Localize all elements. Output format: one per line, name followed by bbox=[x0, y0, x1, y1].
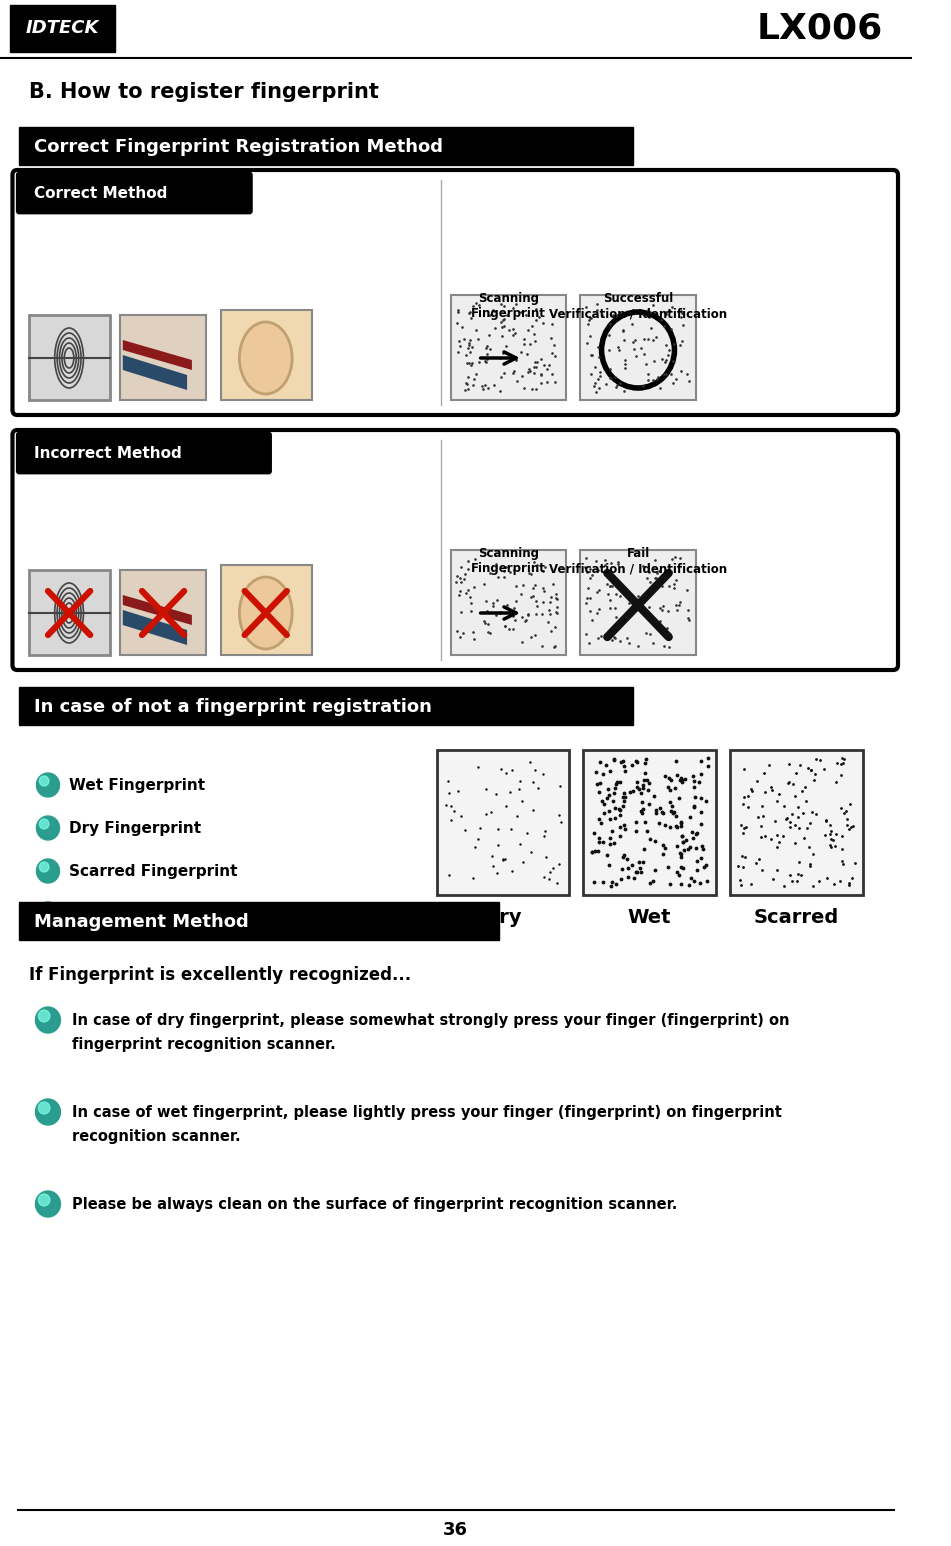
Bar bbox=[580, 295, 695, 400]
Circle shape bbox=[38, 1102, 49, 1115]
Bar bbox=[120, 570, 206, 656]
Bar bbox=[451, 550, 566, 656]
Text: Scanning
Fingerprint: Scanning Fingerprint bbox=[471, 547, 546, 575]
Text: Wet: Wet bbox=[628, 908, 671, 926]
Text: Correct Method: Correct Method bbox=[33, 186, 167, 201]
Text: Dry: Dry bbox=[483, 908, 522, 926]
Bar bbox=[451, 295, 566, 400]
Circle shape bbox=[38, 1194, 49, 1206]
Polygon shape bbox=[123, 611, 187, 645]
Text: Dry Fingerprint: Dry Fingerprint bbox=[69, 821, 202, 835]
Text: B. How to register fingerprint: B. How to register fingerprint bbox=[29, 82, 378, 102]
Circle shape bbox=[39, 776, 49, 785]
Circle shape bbox=[35, 1099, 61, 1125]
Text: Wet Fingerprint: Wet Fingerprint bbox=[69, 778, 205, 793]
FancyBboxPatch shape bbox=[17, 433, 270, 473]
FancyBboxPatch shape bbox=[17, 173, 251, 213]
Ellipse shape bbox=[240, 322, 292, 394]
FancyBboxPatch shape bbox=[12, 430, 898, 669]
Text: Successful
Verification / Identification: Successful Verification / Identification bbox=[549, 292, 728, 320]
Bar bbox=[19, 127, 633, 165]
Polygon shape bbox=[123, 356, 187, 390]
Circle shape bbox=[36, 901, 60, 926]
Text: Please be always clean on the surface of fingerprint recognition scanner.: Please be always clean on the surface of… bbox=[72, 1197, 677, 1212]
Circle shape bbox=[39, 904, 49, 915]
Bar bbox=[120, 315, 206, 400]
Bar bbox=[29, 315, 110, 400]
Bar bbox=[583, 750, 716, 895]
Bar bbox=[221, 564, 312, 656]
Text: IDTECK: IDTECK bbox=[26, 19, 99, 37]
Text: If Fingerprint is excellently recognized...: If Fingerprint is excellently recognized… bbox=[29, 966, 411, 983]
Text: In case of dry fingerprint, please somewhat strongly press your finger (fingerpr: In case of dry fingerprint, please somew… bbox=[72, 1013, 789, 1028]
Text: recognition scanner.: recognition scanner. bbox=[72, 1129, 241, 1144]
Text: Fail
Verification / Identification: Fail Verification / Identification bbox=[549, 547, 728, 575]
Text: In case of not a fingerprint registration: In case of not a fingerprint registratio… bbox=[33, 697, 432, 716]
Text: Scarred: Scarred bbox=[754, 908, 839, 926]
Polygon shape bbox=[123, 340, 192, 369]
Bar bbox=[437, 750, 569, 895]
Text: Scarred Fingerprint: Scarred Fingerprint bbox=[69, 864, 238, 878]
Circle shape bbox=[36, 816, 60, 839]
Text: In case of wet fingerprint, please lightly press your finger (fingerprint) on fi: In case of wet fingerprint, please light… bbox=[72, 1104, 782, 1119]
Circle shape bbox=[35, 1190, 61, 1217]
Bar bbox=[19, 901, 499, 940]
Text: Management Method: Management Method bbox=[33, 914, 248, 931]
Bar bbox=[19, 686, 633, 725]
Circle shape bbox=[39, 863, 49, 872]
Bar bbox=[221, 311, 312, 400]
Polygon shape bbox=[123, 595, 192, 625]
Bar bbox=[730, 750, 863, 895]
Text: Incorrect Method: Incorrect Method bbox=[33, 445, 182, 461]
Text: LX006: LX006 bbox=[756, 11, 883, 45]
Circle shape bbox=[36, 860, 60, 883]
Ellipse shape bbox=[240, 577, 292, 649]
Bar bbox=[580, 550, 695, 656]
Circle shape bbox=[39, 819, 49, 829]
Text: 36: 36 bbox=[443, 1521, 468, 1538]
Text: Scanning
Fingerprint: Scanning Fingerprint bbox=[471, 292, 546, 320]
Circle shape bbox=[35, 1006, 61, 1033]
Circle shape bbox=[38, 1010, 49, 1022]
Bar bbox=[29, 570, 110, 656]
Circle shape bbox=[36, 773, 60, 798]
FancyBboxPatch shape bbox=[12, 170, 898, 414]
Bar bbox=[10, 5, 115, 53]
Text: Injured Fingerprint: Injured Fingerprint bbox=[69, 906, 232, 921]
Text: Correct Fingerprint Registration Method: Correct Fingerprint Registration Method bbox=[33, 138, 442, 156]
Text: fingerprint recognition scanner.: fingerprint recognition scanner. bbox=[72, 1036, 336, 1051]
